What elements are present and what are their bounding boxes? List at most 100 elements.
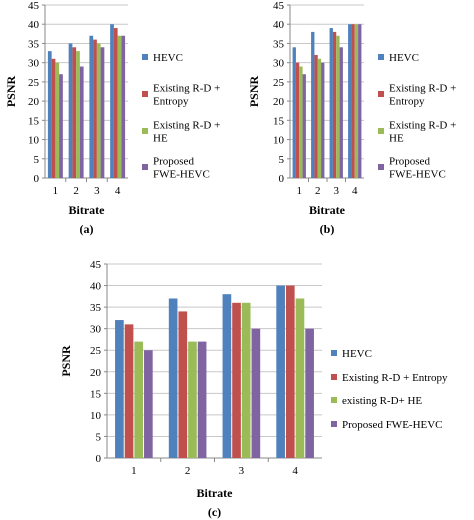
x-tick-label: 2 (315, 185, 321, 197)
legend-label-3: HE (389, 133, 404, 145)
bar-series-3-bitrate-2 (317, 58, 322, 179)
x-tick-label: 4 (292, 465, 298, 477)
x-tick-label: 3 (239, 465, 245, 477)
y-tick-label: 45 (28, 0, 40, 12)
y-tick-label: 10 (28, 135, 40, 147)
legend-swatch-1 (142, 54, 148, 60)
legend-swatch-2 (142, 91, 148, 97)
bar-series-2-bitrate-3 (93, 39, 97, 178)
y-axis-title: PSNR (4, 76, 18, 108)
legend-swatch-4 (331, 421, 337, 427)
y-tick-label: 35 (90, 302, 102, 314)
y-tick-label: 45 (273, 0, 285, 12)
legend-label-4: Proposed FWE-HEVC (342, 419, 443, 431)
legend-swatch-3 (378, 128, 384, 134)
panel-label: (c) (208, 505, 221, 519)
x-tick-label: 2 (73, 185, 79, 197)
y-tick-label: 5 (34, 154, 40, 166)
bar-series-3-bitrate-4 (295, 298, 305, 458)
y-tick-label: 25 (90, 345, 102, 357)
y-tick-label: 40 (90, 281, 102, 293)
bar-series-3-bitrate-1 (55, 62, 60, 178)
legend-swatch-1 (331, 350, 337, 356)
bar-series-3-bitrate-3 (241, 302, 251, 458)
y-tick-label: 10 (90, 410, 102, 422)
bar-series-1-bitrate-2 (311, 31, 315, 178)
bar-series-4-bitrate-1 (144, 350, 153, 458)
y-tick-label: 5 (96, 431, 102, 443)
legend-label-1: HEVC (153, 52, 183, 64)
x-axis-title: Bitrate (69, 203, 106, 217)
bar-series-4-bitrate-3 (100, 47, 105, 179)
bar-series-4-bitrate-4 (121, 35, 126, 178)
legend-label-3: Existing R-D + (153, 120, 220, 132)
x-tick-label: 1 (53, 185, 59, 197)
bar-series-4-bitrate-4 (305, 328, 314, 458)
legend-label-2: Entropy (153, 96, 189, 108)
bar-series-2-bitrate-1 (124, 324, 134, 458)
x-tick-label: 4 (352, 185, 358, 197)
bar-series-3-bitrate-1 (299, 66, 303, 178)
panel-label: (a) (80, 222, 94, 236)
bar-series-4-bitrate-2 (79, 66, 84, 178)
y-tick-label: 30 (273, 58, 285, 70)
x-tick-label: 4 (115, 185, 121, 197)
legend-swatch-3 (331, 397, 337, 403)
bar-series-1-bitrate-1 (292, 47, 296, 179)
y-tick-label: 10 (273, 135, 285, 147)
bar-series-3-bitrate-3 (336, 35, 340, 178)
bar-series-1-bitrate-4 (110, 24, 114, 178)
bar-series-1-bitrate-2 (168, 298, 178, 458)
x-axis-title: Bitrate (197, 486, 234, 500)
bar-series-4-bitrate-1 (302, 74, 306, 178)
legend-label-2: Entropy (389, 96, 425, 108)
x-tick-label: 1 (297, 185, 303, 197)
legend-label-2: Existing R-D + (389, 83, 456, 95)
y-tick-label: 20 (90, 367, 102, 379)
legend-label-4: Proposed (153, 156, 194, 168)
bar-series-3-bitrate-4 (354, 24, 359, 178)
bar-series-1-bitrate-3 (89, 35, 94, 178)
bar-series-2-bitrate-3 (332, 31, 337, 178)
legend-label-4: Proposed (389, 156, 430, 168)
bar-series-2-bitrate-2 (314, 54, 318, 178)
y-tick-label: 20 (28, 96, 40, 108)
legend-label-1: HEVC (342, 348, 372, 360)
y-tick-label: 30 (28, 58, 40, 70)
y-tick-label: 35 (28, 38, 40, 50)
bar-series-3-bitrate-4 (117, 35, 122, 178)
legend-label-1: HEVC (389, 52, 419, 64)
legend-swatch-1 (378, 54, 384, 60)
bar-series-2-bitrate-1 (51, 58, 56, 179)
legend: HEVC Existing R-D + Entropy existing R-D+ … (331, 348, 448, 431)
bar-series-1-bitrate-2 (68, 43, 73, 178)
y-tick-label: 30 (90, 324, 102, 336)
bar-series-2-bitrate-4 (113, 28, 118, 178)
y-tick-label: 25 (273, 77, 285, 89)
y-tick-label: 15 (28, 115, 40, 127)
bar-series-2-bitrate-2 (178, 311, 188, 458)
bar-series-4-bitrate-4 (358, 24, 362, 178)
y-tick-label: 20 (273, 96, 285, 108)
legend-label-2: Existing R-D + Entropy (342, 372, 448, 384)
chart-panel-2: 0 5 10 15 20 25 30 35 40 45 1 2 3 4 PSNR Bitrate (b) HEVC… (247, 0, 456, 236)
bar-series-1-bitrate-1 (115, 320, 124, 458)
bar-series-2-bitrate-4 (351, 24, 355, 178)
bar-series-2-bitrate-1 (295, 62, 300, 178)
y-axis-title: PSNR (59, 345, 73, 377)
chart-panel-1: 0 5 10 15 20 25 30 35 40 45 1 2 3 4 PSNR Bitrate (a) HEVC… (4, 0, 220, 236)
bar-series-4-bitrate-3 (251, 328, 261, 458)
bar-series-4-bitrate-1 (59, 74, 63, 178)
legend-swatch-4 (378, 164, 384, 170)
bar-series-3-bitrate-1 (134, 341, 144, 458)
bar-series-3-bitrate-2 (76, 51, 80, 179)
legend-label-4: FWE-HEVC (153, 169, 210, 181)
y-tick-label: 45 (90, 259, 102, 271)
y-tick-label: 15 (273, 115, 285, 127)
x-tick-label: 2 (185, 465, 191, 477)
legend-label-3: HE (153, 133, 168, 145)
x-tick-label: 3 (334, 185, 340, 197)
x-tick-label: 3 (94, 185, 100, 197)
